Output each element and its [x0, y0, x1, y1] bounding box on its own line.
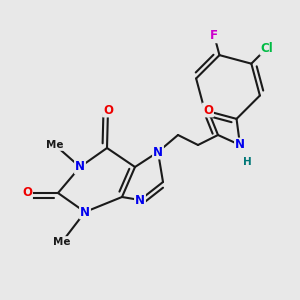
- Text: N: N: [80, 206, 90, 218]
- Text: N: N: [135, 194, 145, 206]
- Text: N: N: [75, 160, 85, 173]
- Text: Me: Me: [53, 237, 71, 247]
- Text: Me: Me: [46, 140, 64, 150]
- Text: F: F: [210, 29, 218, 42]
- Text: O: O: [203, 103, 213, 116]
- Text: N: N: [153, 146, 163, 158]
- Text: H: H: [243, 157, 251, 167]
- Text: Cl: Cl: [260, 42, 273, 55]
- Text: O: O: [22, 187, 32, 200]
- Text: O: O: [103, 103, 113, 116]
- Text: N: N: [235, 139, 245, 152]
